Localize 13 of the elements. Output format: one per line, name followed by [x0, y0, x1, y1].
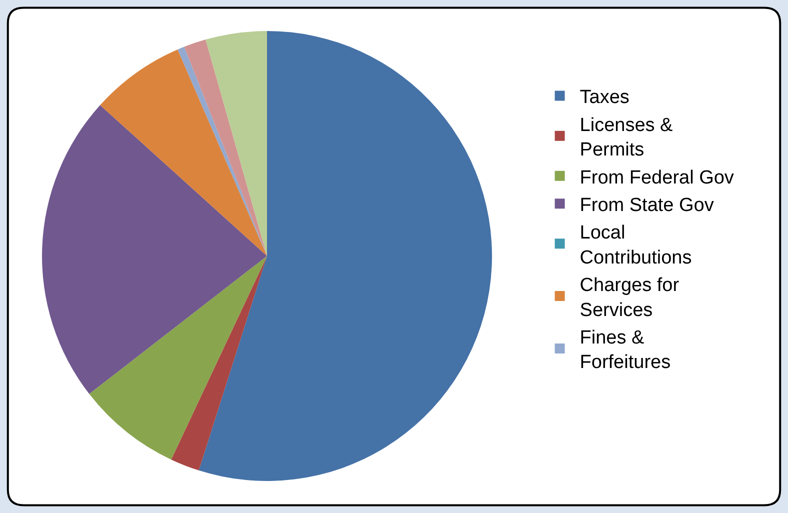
- pie-slice: [206, 31, 267, 256]
- legend-label: Taxes: [580, 87, 630, 108]
- legend-label: From Federal Gov: [580, 167, 734, 188]
- legend-label: From State Gov: [580, 195, 714, 216]
- legend-label: Charges for Services: [580, 275, 680, 321]
- pie-slice: [198, 31, 492, 481]
- pie-slice: [171, 256, 267, 470]
- pie-slice: [42, 105, 267, 394]
- legend-label: Local Contributions: [580, 222, 692, 268]
- pie-slice: [100, 50, 267, 256]
- pie-slice: [89, 256, 267, 460]
- legend-label: Fines & Forfeitures: [580, 328, 671, 374]
- legend-label: Licenses & Permits: [580, 114, 674, 161]
